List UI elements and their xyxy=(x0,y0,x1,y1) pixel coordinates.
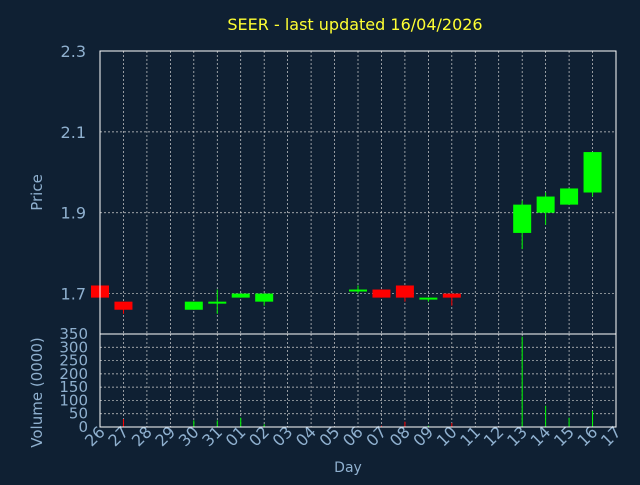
candle-body xyxy=(536,196,555,213)
price-axis-ticks: 1.7 1.9 2.1 2.3 xyxy=(61,42,86,304)
candle-body xyxy=(208,301,227,304)
day-axis-label: Day xyxy=(334,460,362,476)
candle-body xyxy=(513,204,532,233)
price-tick-label: 1.7 xyxy=(61,285,86,304)
candle-body xyxy=(419,297,438,300)
candle-body xyxy=(395,285,414,298)
volume-plot-frame xyxy=(99,333,617,428)
price-tick-label: 1.9 xyxy=(61,204,86,223)
candle-body xyxy=(114,301,133,310)
volume-axis-label: Volume (0000) xyxy=(28,337,46,447)
volume-tick-label: 50 xyxy=(69,405,88,423)
candle-body xyxy=(349,289,367,292)
volume-grid xyxy=(99,333,617,428)
candle-body xyxy=(255,293,274,302)
volume-tick-label: 100 xyxy=(59,391,88,409)
price-tick-label: 2.1 xyxy=(61,123,86,142)
volume-tick-label: 250 xyxy=(59,352,88,370)
candle-body xyxy=(231,293,250,298)
volume-tick-label: 300 xyxy=(59,338,88,356)
candle-body xyxy=(442,293,461,298)
candle-body xyxy=(184,301,203,310)
price-tick-label: 2.3 xyxy=(61,42,86,61)
chart-title: SEER - last updated 16/04/2026 xyxy=(227,15,482,34)
volume-tick-label: 150 xyxy=(59,378,88,396)
price-candles xyxy=(91,152,602,314)
volume-tick-label: 350 xyxy=(59,325,88,343)
candle-body xyxy=(560,188,579,205)
candle-body xyxy=(583,152,602,193)
volume-tick-label: 0 xyxy=(78,418,88,436)
candle-body xyxy=(372,289,391,298)
price-axis-label: Price xyxy=(28,174,46,211)
volume-tick-label: 200 xyxy=(59,365,88,383)
